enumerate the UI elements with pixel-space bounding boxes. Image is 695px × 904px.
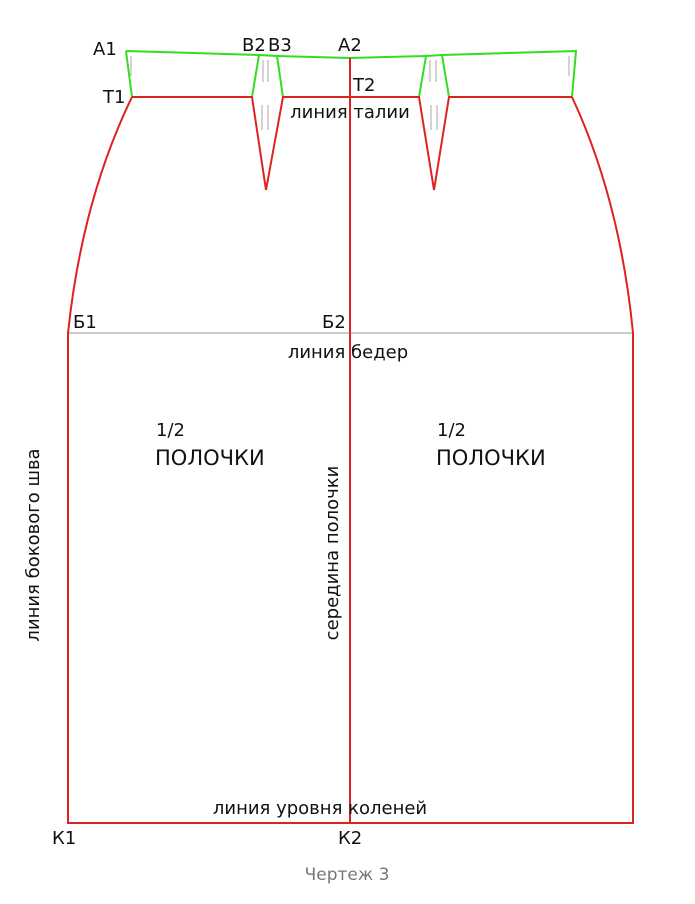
point-label: В3	[268, 35, 292, 56]
hip-line-label: линия бедер	[288, 342, 408, 363]
outline	[67, 58, 634, 824]
dart-marks	[130, 56, 570, 130]
waist-line-label: линия талии	[290, 102, 410, 123]
panel-fraction: 1/2	[156, 420, 185, 441]
point-label: Б2	[322, 312, 346, 333]
center-line-label: середина полочки	[322, 466, 343, 641]
side-seam-label: линия бокового шва	[23, 448, 44, 641]
point-label: Т2	[352, 75, 375, 96]
panel-name: ПОЛОЧКИ	[436, 446, 546, 470]
point-label: Т1	[102, 87, 125, 108]
caption: Чертеж 3	[305, 865, 390, 885]
point-label: К2	[338, 828, 362, 849]
point-label: Б1	[73, 312, 97, 333]
knee-line-label: линия уровня коленей	[213, 798, 427, 819]
yoke	[125, 49, 578, 98]
panel-name: ПОЛОЧКИ	[155, 446, 265, 470]
point-label: К1	[52, 828, 76, 849]
point-label: А2	[338, 35, 362, 56]
panel-fraction: 1/2	[437, 420, 466, 441]
point-label: А1	[93, 39, 117, 60]
point-label: В2	[242, 35, 266, 56]
